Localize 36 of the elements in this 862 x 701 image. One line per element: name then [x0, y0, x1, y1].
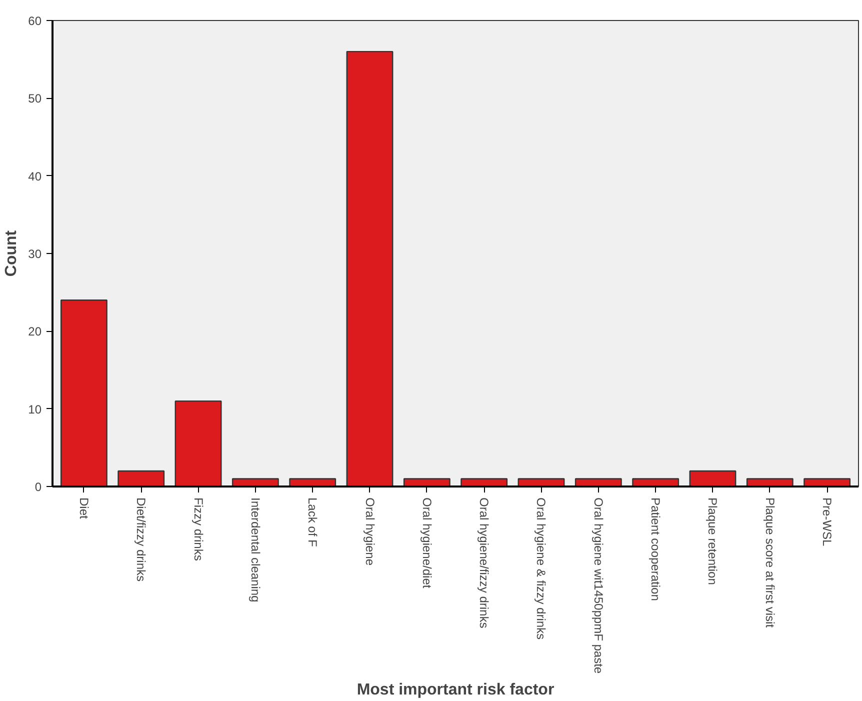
bar [460, 478, 508, 486]
bar [118, 470, 165, 486]
x-tick-label: Plaque retention [706, 498, 720, 585]
x-tick-label: Interdental cleaning [248, 498, 262, 602]
x-tick-label: Fizzy drinks [191, 498, 206, 561]
bar [174, 400, 222, 486]
y-tick-label: 10 [28, 402, 42, 416]
x-tick-label: Diet [76, 498, 91, 520]
bar [232, 478, 279, 486]
x-tick-label: Plaque score at first visit [762, 498, 777, 628]
bar [403, 478, 450, 486]
x-axis-title: Most important risk factor [356, 682, 554, 699]
bar [574, 478, 622, 486]
bar [746, 478, 794, 486]
x-tick-label: Diet/fizzy drinks [134, 498, 148, 582]
x-tick-label: Oral hygiene/fizzy drinks [477, 498, 492, 628]
y-tick-label: 50 [28, 92, 42, 106]
x-tick-label: Patient cooperation [648, 498, 663, 601]
x-tick-label: Oral hygiene [362, 498, 377, 566]
y-tick-label: 0 [34, 480, 42, 494]
x-tick-label: Oral hygiene wit1450ppmF paste [591, 498, 606, 674]
y-axis-title: Count [3, 230, 20, 277]
bar [804, 478, 851, 486]
bar [632, 478, 680, 486]
bar [60, 300, 108, 486]
bar [346, 50, 394, 486]
y-tick-label: 20 [28, 324, 42, 339]
y-tick-label: 30 [28, 247, 42, 261]
bar [689, 470, 736, 486]
bar [289, 478, 336, 486]
x-tick-label: Oral hygiene/diet [420, 498, 434, 589]
y-tick-label: 40 [28, 169, 42, 184]
x-tick-label: Lack of F [306, 498, 320, 547]
x-tick-label: Oral hygiene & fizzy drinks [534, 498, 548, 640]
y-tick-label: 60 [28, 14, 42, 28]
x-tick-label: Pre-WSL [820, 498, 834, 546]
